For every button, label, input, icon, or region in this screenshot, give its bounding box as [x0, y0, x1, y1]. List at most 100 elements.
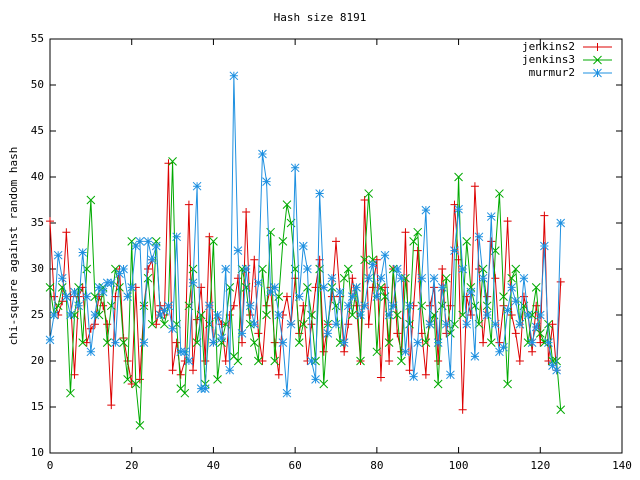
y-tick-label: 25: [31, 308, 44, 321]
plot-frame: [49, 38, 623, 454]
point-marker: [527, 338, 537, 347]
point-marker: [233, 246, 243, 255]
legend-label: jenkins3: [522, 53, 575, 66]
point-marker: [298, 241, 308, 251]
point-marker: [262, 310, 271, 320]
point-marker: [372, 292, 382, 301]
point-marker: [392, 310, 402, 320]
point-marker: [486, 212, 496, 221]
y-tick-label: 35: [31, 216, 44, 229]
point-marker: [315, 264, 325, 274]
point-marker: [168, 366, 177, 375]
point-marker: [70, 310, 79, 320]
x-tick-label: 120: [530, 459, 550, 472]
point-marker: [209, 338, 218, 347]
point-marker: [327, 273, 337, 283]
point-marker: [45, 335, 55, 345]
y-tick-label: 45: [31, 124, 44, 137]
point-marker: [107, 401, 116, 410]
point-marker: [405, 301, 414, 311]
point-marker: [94, 283, 104, 292]
point-marker: [200, 384, 210, 393]
point-marker: [254, 356, 263, 366]
point-marker: [119, 264, 128, 274]
point-marker: [388, 264, 398, 274]
point-marker: [66, 388, 75, 398]
point-marker: [152, 320, 161, 329]
point-marker: [254, 278, 263, 288]
point-marker: [556, 405, 566, 415]
point-marker: [531, 283, 541, 292]
point-marker: [82, 338, 91, 347]
point-marker: [343, 264, 353, 274]
y-tick-label: 20: [31, 354, 44, 367]
point-marker: [78, 248, 88, 257]
point-marker: [102, 338, 112, 347]
point-marker: [454, 204, 463, 214]
point-marker: [540, 211, 549, 220]
point-marker: [548, 361, 557, 370]
point-marker: [209, 237, 218, 246]
point-marker: [286, 319, 296, 329]
point-marker: [144, 265, 153, 273]
point-marker: [405, 319, 414, 329]
point-marker: [299, 301, 308, 310]
point-marker: [258, 264, 267, 274]
point-marker: [434, 357, 443, 365]
point-marker: [335, 287, 345, 297]
point-marker: [536, 338, 545, 347]
point-marker: [331, 319, 341, 329]
point-marker: [340, 347, 349, 356]
point-marker: [78, 338, 88, 347]
point-marker: [450, 200, 459, 209]
point-marker: [106, 301, 116, 311]
point-marker: [184, 200, 193, 209]
y-axis-label: chi-square against random hash: [7, 147, 20, 346]
point-marker: [123, 292, 132, 301]
y-tick-label: 40: [31, 170, 44, 183]
point-marker: [135, 237, 145, 246]
point-marker: [127, 283, 137, 292]
point-marker: [352, 283, 361, 292]
point-marker: [139, 338, 149, 347]
point-marker: [511, 329, 520, 338]
point-marker: [437, 283, 447, 292]
point-marker: [307, 320, 316, 329]
point-marker: [540, 338, 549, 347]
point-marker: [274, 310, 284, 320]
point-marker: [474, 232, 484, 242]
point-marker: [160, 319, 169, 329]
point-marker: [201, 357, 210, 365]
point-marker: [266, 287, 275, 297]
point-marker: [229, 71, 239, 81]
point-marker: [213, 375, 222, 384]
point-marker: [544, 319, 553, 329]
point-marker: [528, 347, 537, 356]
legend-label: jenkins2: [522, 40, 575, 53]
point-marker: [499, 292, 508, 301]
point-marker: [270, 283, 280, 292]
point-marker: [258, 357, 267, 365]
point-marker: [90, 310, 100, 320]
point-marker: [61, 292, 71, 301]
point-marker: [102, 278, 112, 288]
point-marker: [319, 379, 329, 389]
point-marker: [482, 310, 492, 320]
point-marker: [290, 163, 300, 173]
point-marker: [303, 283, 312, 292]
point-marker: [392, 264, 402, 274]
point-marker: [197, 283, 206, 292]
point-marker: [311, 375, 320, 384]
point-marker: [507, 273, 517, 283]
point-marker: [470, 352, 480, 361]
point-marker: [397, 273, 406, 283]
point-marker: [168, 157, 177, 166]
point-marker: [535, 329, 545, 338]
point-marker: [70, 287, 79, 297]
point-marker: [548, 320, 557, 329]
point-marker: [495, 338, 504, 347]
point-marker: [425, 301, 434, 310]
point-marker: [466, 283, 476, 292]
point-marker: [462, 237, 472, 246]
point-marker: [282, 388, 292, 398]
